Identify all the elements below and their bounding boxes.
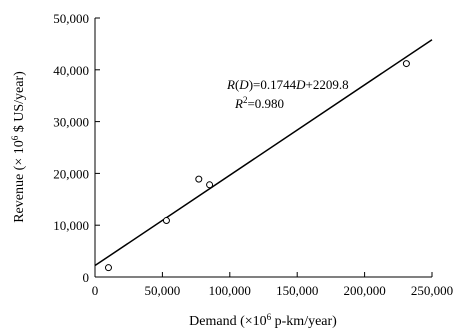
y-tick-label: 50,000 — [53, 11, 89, 26]
y-ticks: 0 10,000 20,000 30,000 40,000 50,000 — [53, 11, 100, 285]
x-tick-label: 250,000 — [411, 283, 453, 298]
x-axis-title: Demand (×106 p-km/year) — [189, 312, 337, 329]
y-title-sup: 6 — [10, 135, 20, 140]
r-squared: R2=0.980 — [234, 95, 284, 111]
x-title-pre: Demand (×10 — [189, 314, 267, 329]
y-axis-title: Revenue (× 106 $ US/year) — [10, 71, 27, 223]
x-title-sup: 6 — [267, 312, 272, 322]
data-point — [206, 181, 214, 189]
r2-sup: 2 — [243, 95, 248, 105]
y-tick-label: 0 — [83, 270, 90, 285]
y-tick-label: 40,000 — [53, 63, 89, 78]
eq-d2: D — [295, 77, 306, 92]
y-tick-label: 10,000 — [53, 218, 89, 233]
eq-slope: )=0.1744 — [249, 77, 297, 92]
eq-paren: ( — [235, 77, 239, 92]
x-tick-label: 200,000 — [343, 283, 385, 298]
x-title-post: p-km/year) — [271, 314, 337, 329]
data-point — [162, 217, 170, 225]
x-tick-label: 100,000 — [209, 283, 251, 298]
y-tick-label: 20,000 — [53, 166, 89, 181]
regression-equation: R(D)=0.1744D+2209.8 — [226, 77, 349, 92]
r2-r: R — [234, 96, 243, 111]
fit-line — [94, 39, 433, 267]
y-title-post: $ US/year) — [12, 71, 27, 136]
data-point — [104, 264, 112, 272]
y-tick-label: 30,000 — [53, 115, 89, 130]
eq-d: D — [238, 77, 249, 92]
eq-intercept: +2209.8 — [306, 77, 349, 92]
y-title-pre: Revenue (× 10 — [12, 140, 27, 223]
data-point — [195, 175, 203, 183]
eq-r: R — [226, 77, 235, 92]
data-point — [402, 60, 410, 68]
x-ticks: 0 50,000 100,000 150,000 200,000 250,000 — [92, 272, 453, 298]
r2-value: =0.980 — [247, 96, 284, 111]
x-tick-label: 150,000 — [276, 283, 318, 298]
x-tick-label: 0 — [92, 283, 99, 298]
data-points — [104, 60, 410, 272]
x-tick-label: 50,000 — [145, 283, 181, 298]
